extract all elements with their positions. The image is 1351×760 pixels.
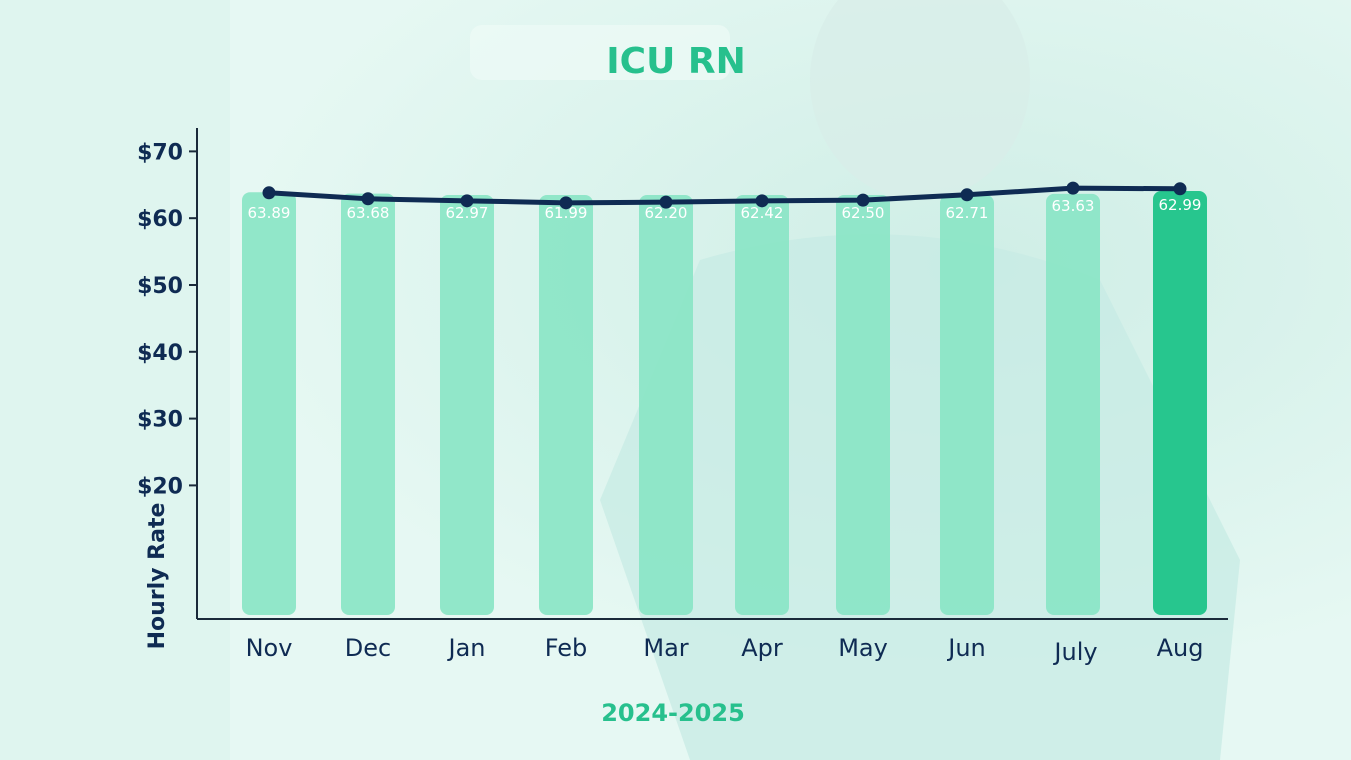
y-tick-label: $70	[137, 140, 183, 165]
bar-jun	[940, 195, 994, 615]
x-tick-label-nov: Nov	[246, 634, 293, 662]
line-point-dec	[361, 192, 375, 206]
data-label-nov: 63.89	[248, 204, 291, 222]
y-tick-label: $60	[137, 207, 183, 232]
bar-mar	[639, 195, 693, 615]
y-axis-ticks: $70 $60 $50 $40 $30 $20	[137, 140, 197, 499]
data-label-july: 63.63	[1052, 197, 1095, 215]
data-label-may: 62.50	[842, 204, 885, 222]
line-series	[262, 181, 1187, 210]
y-tick-label: $40	[137, 341, 183, 366]
line-point-mar	[659, 195, 673, 209]
chart-title: ICU RN	[606, 41, 745, 82]
data-label-feb: 61.99	[545, 204, 588, 222]
line-point-apr	[755, 194, 769, 208]
line-point-aug	[1173, 182, 1187, 196]
y-tick-label: $20	[137, 474, 183, 499]
x-tick-label-may: May	[838, 634, 888, 662]
x-tick-label-jan: Jan	[447, 634, 486, 662]
x-tick-label-aug: Aug	[1157, 634, 1204, 662]
x-tick-label-mar: Mar	[643, 634, 688, 662]
x-axis-label: 2024-2025	[601, 699, 745, 727]
x-tick-label-apr: Apr	[741, 634, 783, 662]
line-path	[266, 185, 1183, 206]
bar-apr	[735, 195, 789, 615]
bar-feb	[539, 195, 593, 615]
bar-jan	[440, 195, 494, 615]
line-point-jun	[960, 188, 974, 202]
bar-nov	[242, 192, 296, 615]
x-tick-label-dec: Dec	[345, 634, 391, 662]
line-point-nov	[262, 186, 276, 200]
line-point-may	[856, 193, 870, 207]
data-labels: 63.89 63.68 62.97 61.99 62.20 62.42 62.50 62.71…	[248, 196, 1202, 222]
bars-group	[242, 191, 1207, 616]
data-label-jan: 62.97	[446, 204, 489, 222]
line-point-july	[1066, 181, 1080, 195]
x-tick-label-feb: Feb	[545, 634, 588, 662]
bar-may	[836, 195, 890, 615]
data-label-mar: 62.20	[645, 204, 688, 222]
line-point-jan	[460, 194, 474, 208]
y-tick-label: $30	[137, 408, 183, 433]
y-axis-label: Hourly Rate	[145, 503, 170, 650]
data-label-dec: 63.68	[347, 204, 390, 222]
bar-july	[1046, 193, 1100, 616]
data-label-aug: 62.99	[1159, 196, 1202, 214]
y-tick-label: $50	[137, 274, 183, 299]
data-label-jun: 62.71	[946, 204, 989, 222]
data-label-apr: 62.42	[741, 204, 784, 222]
bar-aug	[1153, 191, 1207, 615]
bar-dec	[341, 193, 395, 615]
x-tick-label-july: July	[1052, 638, 1097, 666]
x-axis-labels: Nov Dec Jan Feb Mar Apr May Jun July Aug	[246, 634, 1204, 666]
line-point-feb	[559, 196, 573, 210]
x-tick-label-jun: Jun	[946, 634, 986, 662]
